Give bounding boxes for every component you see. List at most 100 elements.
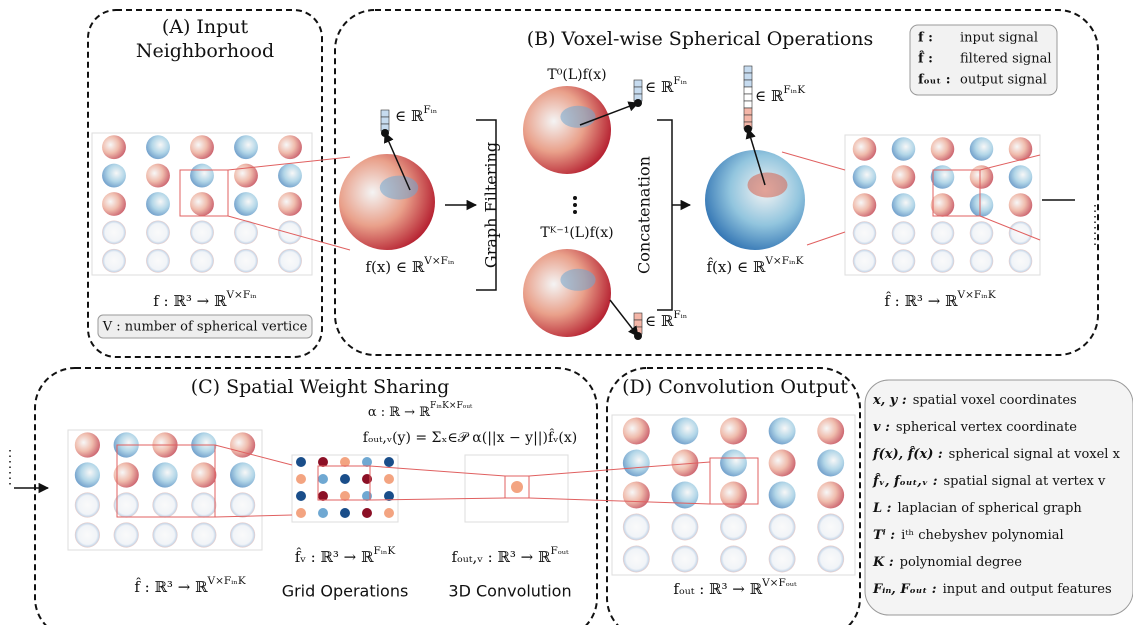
- mini-sphere: [234, 249, 258, 273]
- mini-sphere: [931, 137, 955, 161]
- connector: [807, 232, 845, 245]
- mini-sphere: [769, 546, 796, 573]
- glossary-row: f̂ᵥ, fₒᵤₜ,ᵥ :spatial signal at vertex v: [872, 472, 1106, 488]
- mini-sphere: [114, 522, 139, 547]
- grid-dot: [318, 508, 328, 518]
- glossary-symbol: K :: [872, 555, 894, 570]
- mini-sphere: [853, 165, 877, 189]
- legend-text: output signal: [960, 73, 1047, 88]
- vector-cell: [381, 110, 389, 117]
- mini-sphere: [623, 450, 650, 477]
- formula: ∈ ℝFᵢₙ: [395, 104, 438, 125]
- formula-base: α : ℝ → ℝ: [368, 405, 431, 420]
- formula-base: f̂ : ℝ³ → ℝ: [884, 292, 958, 310]
- formula-base: fₒᵤₜ : ℝ³ → ℝ: [673, 580, 762, 598]
- sphere: [523, 86, 611, 174]
- grid-dot: [296, 474, 306, 484]
- mini-sphere: [720, 546, 747, 573]
- mini-sphere: [230, 492, 255, 517]
- sphere-patch: [560, 106, 595, 128]
- vector-cell: [634, 87, 642, 94]
- concatenation: Concatenation: [635, 156, 654, 274]
- mini-sphere: [230, 522, 255, 547]
- glossary-text: laplacian of spherical graph: [897, 501, 1082, 516]
- ellipsis: [573, 210, 577, 214]
- mini-sphere: [817, 450, 844, 477]
- mini-sphere: [278, 192, 302, 216]
- mini-sphere: [769, 514, 796, 541]
- sphere-patch: [560, 269, 595, 291]
- vector-cell: [744, 115, 752, 122]
- term-label: Tᴷ⁻¹(L)f(x): [540, 225, 613, 241]
- glossary-symbol: x, y :: [872, 393, 907, 408]
- grid-dot: [362, 508, 372, 518]
- output-dot: [511, 481, 523, 493]
- mini-sphere: [970, 165, 994, 189]
- mini-sphere: [146, 164, 170, 188]
- glossary-symbol: Fᵢₙ, Fₒᵤₜ :: [872, 582, 937, 597]
- mini-sphere: [931, 193, 955, 217]
- vector-cell: [381, 117, 389, 124]
- mini-sphere: [769, 450, 796, 477]
- glossary-symbol: f̂ᵥ, fₒᵤₜ,ᵥ :: [872, 472, 938, 488]
- mini-sphere: [671, 482, 698, 509]
- mini-sphere: [892, 193, 916, 217]
- mini-sphere: [671, 546, 698, 573]
- point: [634, 332, 642, 340]
- mini-sphere: [75, 522, 100, 547]
- mini-sphere: [720, 514, 747, 541]
- point: [634, 99, 642, 107]
- mini-sphere: [190, 249, 214, 273]
- mini-sphere: [75, 462, 100, 487]
- formula-base: f̂ᵥ : ℝ³ → ℝ: [295, 548, 374, 566]
- mini-sphere: [102, 192, 126, 216]
- mini-sphere: [817, 418, 844, 445]
- glossary-text: spherical vertex coordinate: [896, 420, 1077, 435]
- mini-sphere: [623, 418, 650, 445]
- conv-formula: fₒᵤₜ,ᵥ(y) = Σₓ∈𝒫 α(||x − y||)f̂ᵥ(x): [363, 428, 577, 446]
- mini-sphere: [671, 418, 698, 445]
- glossary-symbol: f(x), f̂(x) :: [872, 445, 943, 461]
- formula-sup: Fᵢₙ: [673, 309, 687, 321]
- caption: 3D Convolution: [448, 582, 571, 601]
- grid-dot: [384, 457, 394, 467]
- glossary-row: f(x), f̂(x) :spherical signal at voxel x: [872, 445, 1121, 461]
- formula: ∈ ℝFᵢₙK: [755, 84, 805, 105]
- mini-sphere: [190, 192, 214, 216]
- formula: fₒᵤₜ : ℝ³ → ℝV×Fₒᵤₜ: [673, 577, 797, 598]
- formula: ∈ ℝFᵢₙ: [645, 309, 688, 330]
- sphere: [523, 249, 611, 337]
- sphere-patch: [748, 173, 788, 198]
- panel-title: (B) Voxel-wise Spherical Operations: [527, 28, 874, 50]
- glossary-text: spatial voxel coordinates: [913, 393, 1077, 408]
- formula-sup: FᵢₙK: [783, 84, 805, 96]
- mini-sphere: [769, 482, 796, 509]
- glossary-symbol: Tⁱ :: [873, 528, 895, 543]
- glossary-text: input and output features: [943, 582, 1112, 597]
- vector-cell: [634, 80, 642, 87]
- mini-sphere: [191, 492, 216, 517]
- mini-sphere: [191, 522, 216, 547]
- formula: ∈ ℝFᵢₙ: [645, 75, 688, 96]
- mini-sphere: [102, 249, 126, 273]
- caption: Grid Operations: [282, 582, 409, 601]
- mini-sphere: [152, 462, 177, 487]
- formula-base: f(x) ∈ ℝ: [365, 258, 424, 276]
- mini-sphere: [970, 249, 994, 273]
- formula-base: f : ℝ³ → ℝ: [153, 292, 227, 310]
- mini-sphere: [671, 514, 698, 541]
- grid-dot: [296, 491, 306, 501]
- grid-dot: [340, 474, 350, 484]
- panel-title: (D) Convolution Output: [622, 376, 848, 398]
- mini-sphere: [1009, 221, 1033, 245]
- glossary-row: Tⁱ :iᵗʰ chebyshev polynomial: [873, 528, 1064, 543]
- vector-cell: [744, 94, 752, 101]
- mini-sphere: [769, 418, 796, 445]
- mini-sphere: [970, 193, 994, 217]
- legend-text: input signal: [960, 31, 1038, 46]
- glossary-row: L :laplacian of spherical graph: [872, 501, 1082, 516]
- mini-sphere: [1009, 137, 1033, 161]
- vector-cell: [744, 80, 752, 87]
- mini-sphere: [102, 164, 126, 188]
- mini-sphere: [970, 221, 994, 245]
